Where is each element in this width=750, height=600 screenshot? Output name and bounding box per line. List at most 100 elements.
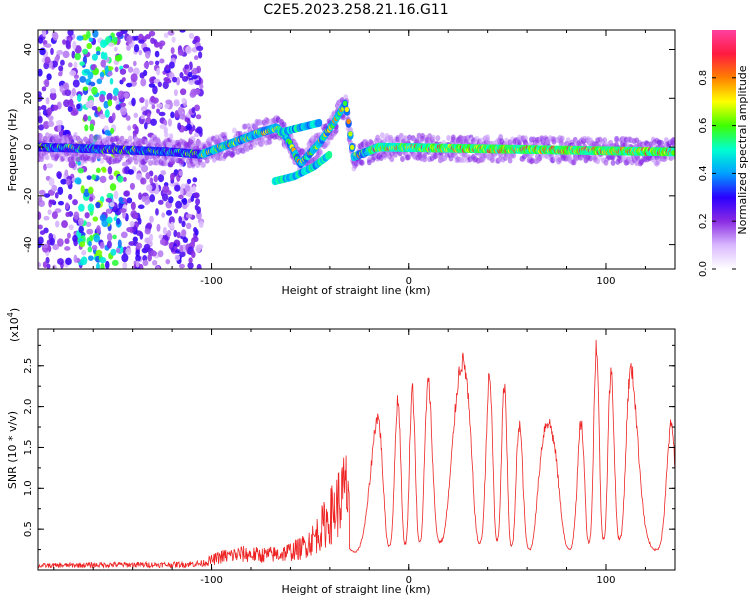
spectrogram-cell <box>68 98 74 108</box>
spectrogram-cell <box>430 134 436 141</box>
spectrogram-cell <box>168 196 174 204</box>
spectrogram-cell <box>139 72 145 79</box>
spectrogram-cell <box>129 182 136 190</box>
spectrogram-cell <box>130 73 138 82</box>
spectrogram-cell <box>56 171 62 179</box>
spectrogram-cell <box>142 46 150 52</box>
spectrogram-cell <box>191 74 198 80</box>
spectrogram-cell <box>173 229 178 238</box>
spectrogram-cell <box>132 212 138 220</box>
spectrogram-cell <box>126 35 133 44</box>
spectrogram-cell <box>344 106 350 113</box>
spectrogram-cell <box>105 260 110 269</box>
spectrogram-cell <box>359 159 365 166</box>
spectrogram-cell <box>420 135 425 142</box>
x-tick-label: 0 <box>406 575 412 586</box>
spectrogram-cell <box>58 65 64 72</box>
spectrogram-cell <box>99 175 107 184</box>
spectrogram-cell <box>150 250 157 257</box>
spectrogram-cell <box>135 242 143 249</box>
spectrogram-cell <box>258 119 263 126</box>
spectrogram-cell <box>648 141 654 148</box>
spectrogram-cell <box>614 137 620 144</box>
spectrogram-cell <box>182 197 188 206</box>
spectrogram-cell <box>188 32 194 39</box>
y-tick-label: 2.5 <box>23 358 34 374</box>
spectrogram-cell <box>166 230 172 238</box>
spectrogram-cell <box>126 44 131 51</box>
spectrogram-cell <box>80 185 85 194</box>
spectrogram-cell <box>159 238 166 246</box>
snr-x-ticks: -100 0 100 <box>53 329 646 586</box>
spectrogram-cell <box>99 241 105 249</box>
spectrogram-cell <box>130 201 136 211</box>
spectrogram-cell <box>114 66 119 73</box>
spectrogram-cell <box>78 203 85 212</box>
spectrogram-cell <box>132 236 138 243</box>
spectrogram-cell <box>144 49 151 59</box>
spectrogram-cell <box>165 209 173 216</box>
spectrogram-cell <box>73 211 80 220</box>
spectrogram-cell <box>400 155 405 162</box>
spectrogram-cell <box>96 78 103 85</box>
spectrogram-cell <box>316 118 323 127</box>
spectrogram-cell <box>153 174 158 183</box>
spectrogram-cell <box>196 263 202 269</box>
spectrogram-cell <box>461 156 467 163</box>
snr-plot-area <box>38 329 675 570</box>
spectrogram-cell <box>154 50 160 58</box>
spectrogram-cell <box>559 135 565 142</box>
spectrogram-cell <box>169 133 174 140</box>
spectrogram-cell <box>120 30 128 35</box>
spectrogram-cell <box>87 203 95 212</box>
spectrogram-cell <box>167 118 173 127</box>
spectrogram-cell <box>173 100 180 107</box>
spectrogram-cell <box>129 156 134 163</box>
spectrogram-cell <box>86 228 94 235</box>
spectrogram-cell <box>149 177 154 184</box>
spectrogram-cell <box>72 40 77 50</box>
spectrogram-cell <box>174 156 179 163</box>
spectrogram-cell <box>59 85 64 93</box>
spectrogram-cell <box>184 64 189 70</box>
spectrogram-cell <box>170 111 175 119</box>
spectrogram-cell <box>44 43 52 48</box>
spectrogram-cell <box>348 131 353 137</box>
spectrogram-cell <box>446 134 451 141</box>
spectrogram-cell <box>79 61 86 66</box>
spectrogram-cell <box>107 99 113 107</box>
spectrogram-cell <box>45 256 50 264</box>
spectrogram-cell <box>61 220 68 228</box>
spectrogram-cell <box>104 129 111 136</box>
spectrogram-cell <box>217 155 223 162</box>
spectrogram-cell <box>57 200 65 206</box>
snr-panel: -100 0 100 0.5 1.0 1.5 2.0 2.5 Height of strai… <box>6 308 676 596</box>
spectrogram-cell <box>179 30 186 33</box>
spectrogram-cell <box>52 104 59 111</box>
spectrogram-cell <box>195 244 202 253</box>
spectrogram-cell <box>103 100 109 109</box>
spectrogram-cell <box>51 264 57 269</box>
spectrogram-cell <box>232 127 237 134</box>
spectrogram-cell <box>349 144 355 150</box>
spectrogram-cell <box>182 76 189 82</box>
spectrogram-cell <box>157 81 162 88</box>
spectrogram-cell <box>49 91 57 101</box>
spectrogram-cell <box>73 61 78 70</box>
spectrogram-cell <box>389 156 395 163</box>
spectrogram-cell <box>150 118 157 126</box>
spectrogram-cell <box>49 199 56 205</box>
spectrogram-cell <box>346 118 351 125</box>
spectrogram-cell <box>110 248 117 256</box>
spectrogram-cell <box>133 44 140 53</box>
spectrogram-cell <box>99 71 105 78</box>
spectrogram-cell <box>150 140 156 147</box>
spectrogram-cell <box>142 259 149 267</box>
spectrogram-cell <box>45 154 50 161</box>
spectrogram-cell <box>86 175 92 180</box>
spectrogram-cell <box>140 114 145 120</box>
spectrogram-marks <box>38 30 675 269</box>
spectrogram-cell <box>99 94 106 103</box>
spectrogram-cell <box>51 184 58 192</box>
